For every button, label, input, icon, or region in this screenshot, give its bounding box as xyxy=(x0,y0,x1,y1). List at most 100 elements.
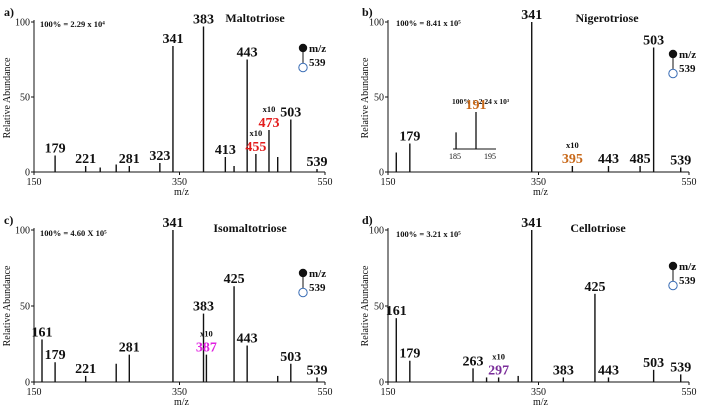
peak-label: 539 xyxy=(306,363,327,378)
inset-tick-label: 185 xyxy=(449,152,461,161)
y-axis-label: Relative Abundance xyxy=(360,265,371,346)
scale-annotation: 100% = 2.29 x 10⁴ xyxy=(40,19,105,29)
x-tick-label: 550 xyxy=(318,177,333,188)
panel-letter: a) xyxy=(4,5,14,19)
peak-label: 425 xyxy=(224,272,245,287)
peak-label: 221 xyxy=(75,152,96,167)
y-tick-label: 0 xyxy=(25,378,30,389)
inset-tick-label: 195 xyxy=(484,152,496,161)
spectrum-title: Isomaltotriose xyxy=(213,221,287,235)
legend-mz-value: 539 xyxy=(679,275,696,287)
x-tick-label: 350 xyxy=(172,387,187,398)
peak-label: 443 xyxy=(237,332,258,347)
x-tick-label: 350 xyxy=(172,177,187,188)
precursor-legend: m/z 539 xyxy=(298,268,326,298)
y-axis-label: Relative Abundance xyxy=(2,265,13,346)
spectrum-title: Nigerotriose xyxy=(575,11,639,25)
spectrum-panel-a: a) 0 50 100 150 350 550 m/z Relative Abundance 10… xyxy=(2,5,333,198)
x-tick-label: 150 xyxy=(381,387,396,398)
panel-letter: c) xyxy=(4,213,13,227)
legend-mz-label: m/z xyxy=(679,261,696,273)
peak-label: 425 xyxy=(584,280,605,295)
x-tick-label: 150 xyxy=(27,177,42,188)
peak-label: 179 xyxy=(399,347,420,362)
y-tick-label: 100 xyxy=(15,226,30,237)
x-tick-label: 150 xyxy=(381,177,396,188)
peak-label: 221 xyxy=(75,362,96,377)
precursor-legend: m/z 539 xyxy=(668,49,696,79)
peak-label: 443 xyxy=(598,363,619,378)
peak-label: 383 xyxy=(553,363,574,378)
filled-circle-icon xyxy=(298,43,308,53)
spectrum-panel-b: b) 0 50 100 150 350 550 m/z Relative Abundance 10… xyxy=(360,5,697,198)
peak-label: 281 xyxy=(119,152,140,167)
x-tick-label: 350 xyxy=(531,387,546,398)
peak-label: 503 xyxy=(643,34,664,49)
peak-label: 179 xyxy=(399,130,420,145)
spectrum-panel-d: d) 0 50 100 150 350 550 m/z Relative Abundance 10… xyxy=(360,213,697,405)
open-circle-icon xyxy=(298,62,308,73)
y-tick-label: 0 xyxy=(379,168,384,179)
peak-label: 341 xyxy=(162,32,183,47)
panel-letter: d) xyxy=(362,213,373,227)
scale-annotation: 100% = 8.41 x 10⁵ xyxy=(396,18,461,28)
y-tick-label: 100 xyxy=(369,226,384,237)
open-circle-icon xyxy=(668,280,678,291)
peak-label: 539 xyxy=(670,360,691,375)
x10-label: x10 xyxy=(200,329,213,339)
x10-label: x10 xyxy=(492,351,505,361)
x10-label: x10 xyxy=(263,104,276,114)
precursor-legend: m/z 539 xyxy=(668,261,696,291)
y-tick-label: 50 xyxy=(374,302,384,313)
peak-label: 383 xyxy=(193,300,214,315)
legend-mz-value: 539 xyxy=(679,63,696,75)
peak-label: 413 xyxy=(215,143,236,158)
peak-label: 485 xyxy=(630,152,651,167)
peak-label: 539 xyxy=(670,154,691,169)
peak-label: 263 xyxy=(463,354,484,369)
peak-label: 455 xyxy=(245,140,266,155)
spectrum-title: Maltotriose xyxy=(225,11,285,25)
x-tick-label: 550 xyxy=(318,387,333,398)
legend-mz-value: 539 xyxy=(309,282,326,294)
peak-label: 443 xyxy=(598,152,619,167)
x-axis-label: m/z xyxy=(533,397,549,405)
peak-label: 473 xyxy=(258,116,279,131)
spectrum-title: Cellotriose xyxy=(570,221,626,235)
x-axis-label: m/z xyxy=(533,187,549,198)
y-tick-label: 0 xyxy=(25,168,30,179)
peak-label: 179 xyxy=(45,348,66,363)
y-tick-label: 100 xyxy=(15,18,30,29)
peak-label: 341 xyxy=(162,216,183,231)
x-tick-label: 550 xyxy=(682,387,697,398)
filled-circle-icon xyxy=(668,261,678,271)
inset-peak-label: 191 xyxy=(466,98,487,113)
legend-mz-label: m/z xyxy=(679,49,696,61)
x-tick-label: 550 xyxy=(682,177,697,188)
spectrum-panel-c: c) 0 50 100 150 350 550 m/z Relative Abundance 10… xyxy=(2,213,333,405)
x10-label: x10 xyxy=(250,128,263,138)
legend-mz-label: m/z xyxy=(309,43,326,55)
y-axis-label: Relative Abundance xyxy=(360,57,371,138)
peak-label: 503 xyxy=(280,350,301,365)
peak-label: 281 xyxy=(119,341,140,356)
peak-label: 341 xyxy=(521,8,542,23)
filled-circle-icon xyxy=(668,49,678,59)
peak-label: 179 xyxy=(45,142,66,157)
peak-label: 443 xyxy=(237,46,258,61)
peak-label: 503 xyxy=(280,106,301,121)
peak-label: 539 xyxy=(306,155,327,170)
precursor-legend: m/z 539 xyxy=(298,43,326,73)
x10-label: x10 xyxy=(566,140,579,150)
x-axis-label: m/z xyxy=(174,187,190,198)
y-tick-label: 0 xyxy=(379,378,384,389)
peak-label: 161 xyxy=(32,325,53,340)
open-circle-icon xyxy=(298,287,308,298)
y-tick-label: 50 xyxy=(374,93,384,104)
peak-label: 503 xyxy=(643,356,664,371)
peak-label: 161 xyxy=(386,304,407,319)
legend-mz-value: 539 xyxy=(309,57,326,69)
filled-circle-icon xyxy=(298,268,308,278)
